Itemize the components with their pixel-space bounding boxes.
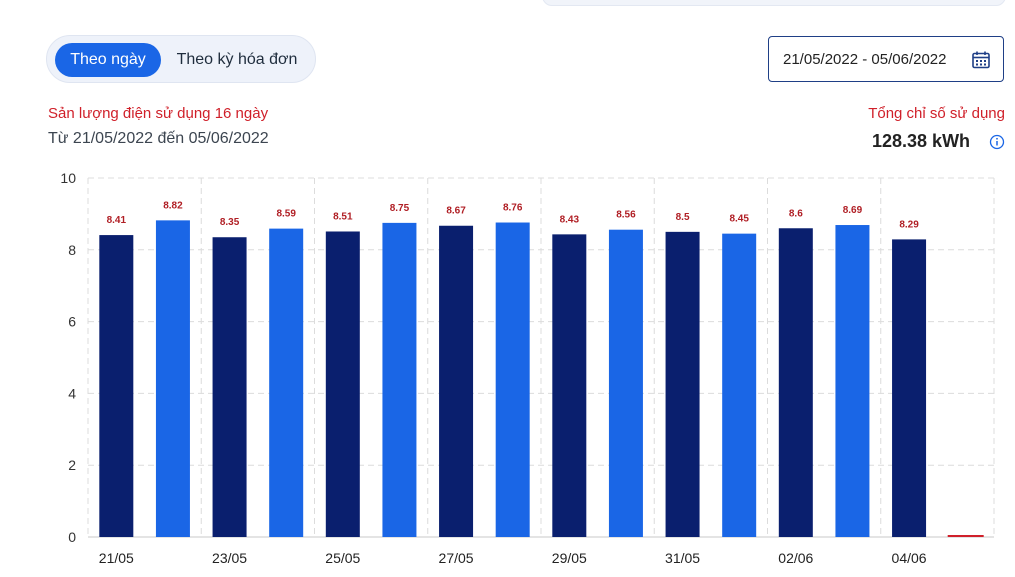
usage-range: Từ 21/05/2022 đến 05/06/2022	[48, 130, 269, 147]
calendar-icon	[972, 51, 990, 69]
y-tick-label: 4	[68, 385, 76, 401]
bar	[552, 234, 587, 537]
x-tick-label: 21/05	[99, 550, 134, 566]
x-tick-label: 23/05	[212, 550, 247, 566]
y-tick-label: 8	[68, 242, 76, 258]
x-tick-label: 25/05	[325, 550, 360, 566]
data-label: 8.6	[789, 208, 803, 219]
x-tick-label: 02/06	[778, 550, 813, 566]
bar	[892, 239, 927, 537]
bar	[269, 228, 304, 537]
bar	[439, 225, 474, 537]
data-label: 8.41	[107, 215, 127, 226]
data-label: 8.75	[390, 203, 410, 214]
y-tick-label: 0	[68, 529, 76, 545]
bar	[495, 222, 530, 538]
data-label: 8.76	[503, 203, 523, 214]
bar	[665, 231, 700, 537]
bar	[155, 220, 190, 537]
data-label: 8.43	[560, 214, 580, 225]
bar	[382, 222, 417, 537]
bar	[778, 228, 813, 537]
y-tick-label: 10	[60, 170, 76, 186]
bar	[835, 225, 870, 538]
bar	[722, 233, 757, 537]
view-toggle: Theo ngày Theo kỳ hóa đơn	[46, 35, 316, 83]
date-range-value: 21/05/2022 - 05/06/2022	[783, 50, 947, 68]
bar	[99, 235, 134, 537]
y-tick-label: 2	[68, 457, 76, 473]
total-label: Tổng chỉ số sử dụng	[868, 105, 1005, 122]
date-range-picker[interactable]: 21/05/2022 - 05/06/2022	[768, 36, 1004, 82]
toggle-by-billing-period[interactable]: Theo kỳ hóa đơn	[176, 51, 298, 68]
data-label: 8.35	[220, 217, 240, 228]
total-value: 128.38 kWh	[872, 131, 971, 151]
data-label: 8.51	[333, 211, 353, 222]
data-label: 8.67	[446, 206, 466, 217]
y-tick-label: 6	[68, 314, 76, 330]
bar	[608, 229, 643, 538]
x-tick-label: 04/06	[892, 550, 927, 566]
data-label: 8.82	[163, 200, 183, 211]
data-label: 8.69	[843, 205, 863, 216]
bar	[212, 237, 247, 538]
bar	[325, 231, 360, 537]
data-label: 8.5	[676, 212, 690, 223]
data-label: 8.45	[729, 214, 749, 225]
x-tick-label: 27/05	[439, 550, 474, 566]
x-tick-label: 29/05	[552, 550, 587, 566]
usage-title: Sản lượng điện sử dụng 16 ngày	[48, 105, 269, 122]
data-label: 8.56	[616, 210, 636, 221]
info-icon[interactable]	[989, 134, 1005, 150]
toggle-by-day[interactable]: Theo ngày	[55, 43, 161, 77]
data-label: 8.29	[899, 219, 919, 230]
x-tick-label: 31/05	[665, 550, 700, 566]
data-label: 8.59	[276, 209, 296, 220]
